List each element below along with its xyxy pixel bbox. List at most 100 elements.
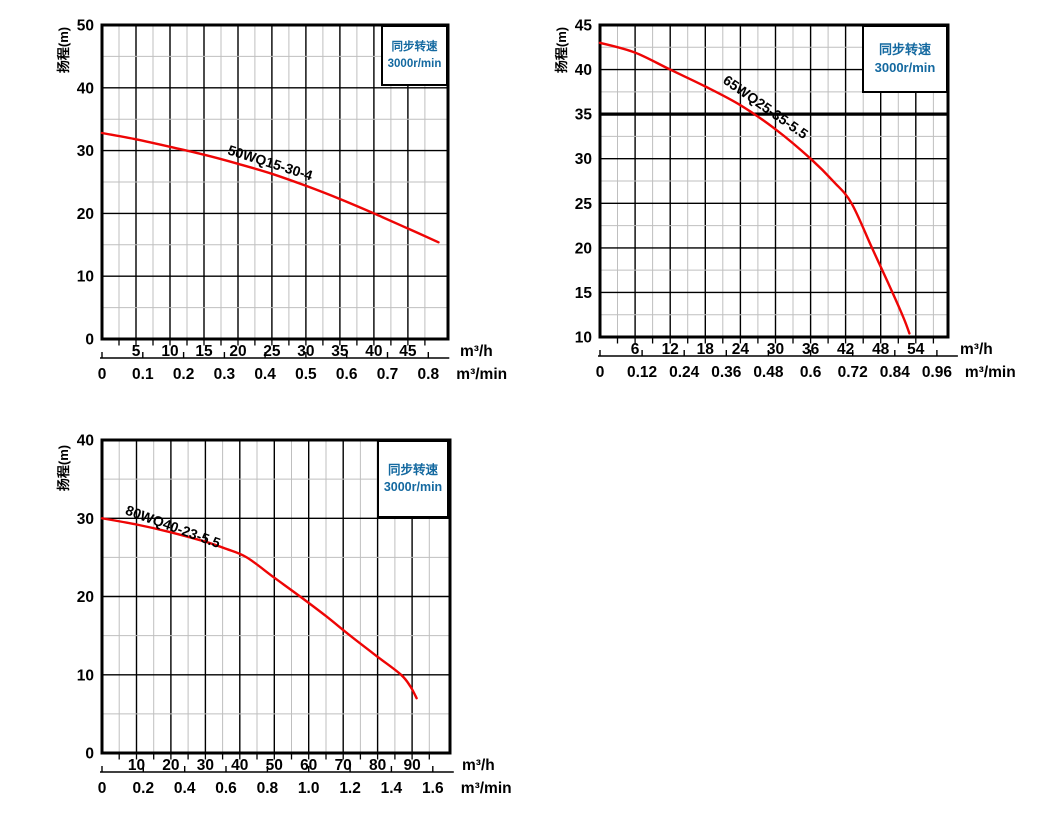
- pump-curve-50WQ15-30-4: [100, 131, 440, 244]
- legend-speed-value: 3000r/min: [383, 480, 443, 494]
- x-tick-label: 80: [369, 757, 386, 774]
- minute-tick-label: 0.5: [295, 366, 317, 383]
- x-tick-label: 42: [837, 341, 854, 358]
- x-tick-label: 15: [195, 343, 213, 360]
- minute-tick-label: 0.3: [214, 366, 236, 383]
- minute-tick-label: 1.0: [298, 780, 320, 797]
- y-tick-label: 40: [77, 80, 94, 97]
- x-tick-label: 54: [907, 341, 925, 358]
- plot-border: [100, 438, 452, 755]
- x-tick-label: 10: [161, 343, 178, 360]
- y-axis-title: 扬程(m): [56, 27, 71, 73]
- minute-tick-label: 0.6: [215, 780, 237, 797]
- curve-model-label: 50WQ15-30-4: [226, 142, 315, 184]
- x-tick-label: 70: [335, 757, 352, 774]
- y-tick-label: 20: [575, 240, 592, 257]
- y-axis-title: 扬程(m): [56, 445, 71, 491]
- legend-speed-value: 3000r/min: [387, 57, 442, 70]
- plot-border: [598, 23, 950, 339]
- x-tick-label: 36: [802, 341, 820, 358]
- chart-50WQ15-30-4: 5 10 15 20 25 30 35 40 45 m³/h 0 10 20 30 40 50 扬程(m) 0 0.…: [56, 18, 507, 384]
- legend-synchronous-speed: 同步转速 3000r/min: [377, 440, 449, 518]
- y-tick-label: 30: [77, 143, 94, 160]
- y-tick-label: 10: [77, 269, 94, 286]
- y-tick-label: 10: [575, 330, 592, 347]
- minute-tick-label: 1.2: [339, 780, 361, 797]
- x-tick-label: 40: [365, 343, 382, 360]
- y-axis-title: 扬程(m): [554, 27, 569, 73]
- minute-tick-label: 1.4: [381, 780, 403, 797]
- plot-border: [100, 23, 450, 341]
- minute-tick-label: 0.4: [174, 780, 196, 797]
- minute-tick-label: 0: [596, 364, 605, 381]
- x-tick-label: 35: [331, 343, 349, 360]
- minute-tick-label: 0.7: [377, 366, 399, 383]
- y-tick-label: 30: [575, 151, 592, 168]
- y-tick-label: 20: [77, 206, 94, 223]
- x-tick-label: 20: [162, 757, 179, 774]
- minute-tick-label: 0.96: [922, 364, 953, 381]
- x-axis-unit-m3h: m³/h: [960, 341, 993, 358]
- minute-tick-label: 0.2: [173, 366, 195, 383]
- y-tick-label: 25: [575, 196, 593, 213]
- x-tick-label: 40: [231, 757, 248, 774]
- x-axis-unit-m3h: m³/h: [460, 343, 493, 360]
- minute-tick-label: 0.84: [880, 364, 911, 381]
- minute-tick-label: 0.6: [336, 366, 358, 383]
- legend-speed-title: 同步转速: [391, 41, 438, 54]
- x-tick-label: 60: [300, 757, 317, 774]
- curve-model-label: 65WQ25-35-5.5: [720, 72, 811, 142]
- minute-tick-label: 0.2: [133, 780, 155, 797]
- curve-model-label: 80WQ40-23-5.5: [124, 502, 223, 551]
- legend-synchronous-speed: 同步转速 3000r/min: [862, 25, 948, 93]
- minute-tick-label: 0: [98, 780, 107, 797]
- x-tick-label: 10: [128, 757, 145, 774]
- y-tick-label: 30: [77, 511, 94, 528]
- minute-tick-label: 0.72: [838, 364, 868, 381]
- x-tick-label: 5: [132, 343, 141, 360]
- legend-speed-value: 3000r/min: [874, 60, 936, 75]
- x-axis-unit-m3min: m³/min: [965, 364, 1016, 381]
- x-tick-label: 20: [229, 343, 246, 360]
- minute-tick-label: 0.36: [711, 364, 742, 381]
- x-tick-label: 90: [403, 757, 420, 774]
- y-tick-label: 50: [77, 18, 94, 35]
- y-tick-label: 40: [77, 433, 94, 450]
- legend-synchronous-speed: 同步转速 3000r/min: [381, 25, 448, 86]
- pump-curve-80WQ40-23-5.5: [100, 517, 418, 700]
- minute-tick-label: 0.8: [257, 780, 279, 797]
- chart-80WQ40-23-5.5: 10 20 30 40 50 60 70 80 90 m³/h 0 10 20 30 40 扬程(m) 0 0.2…: [56, 433, 512, 798]
- x-axis-unit-m3h: m³/h: [462, 757, 495, 774]
- x-axis-unit-m3min: m³/min: [456, 366, 507, 383]
- y-tick-label: 35: [575, 107, 593, 124]
- minute-tick-label: 0: [98, 366, 107, 383]
- x-tick-label: 45: [399, 343, 417, 360]
- minute-tick-label: 0.1: [132, 366, 154, 383]
- x-tick-label: 25: [263, 343, 281, 360]
- x-axis-unit-m3min: m³/min: [461, 780, 512, 797]
- y-tick-label: 15: [575, 285, 593, 302]
- x-tick-label: 50: [266, 757, 283, 774]
- x-tick-label: 18: [697, 341, 715, 358]
- minute-tick-label: 0.6: [800, 364, 822, 381]
- y-tick-label: 0: [85, 746, 94, 763]
- y-tick-label: 45: [575, 18, 593, 35]
- minute-tick-label: 0.4: [254, 366, 276, 383]
- legend-speed-title: 同步转速: [387, 462, 438, 477]
- minute-tick-label: 0.24: [669, 364, 700, 381]
- pump-curve-65WQ25-35-5.5: [598, 41, 911, 335]
- y-tick-label: 40: [575, 62, 592, 79]
- x-tick-label: 30: [297, 343, 314, 360]
- minute-tick-label: 1.6: [422, 780, 444, 797]
- x-tick-label: 24: [732, 341, 750, 358]
- minute-tick-label: 0.12: [627, 364, 657, 381]
- x-tick-label: 30: [767, 341, 784, 358]
- x-tick-label: 48: [872, 341, 890, 358]
- x-tick-label: 6: [631, 341, 640, 358]
- minute-tick-label: 0.48: [753, 364, 784, 381]
- minute-tick-label: 0.8: [418, 366, 440, 383]
- x-tick-label: 12: [662, 341, 679, 358]
- y-tick-label: 10: [77, 667, 94, 684]
